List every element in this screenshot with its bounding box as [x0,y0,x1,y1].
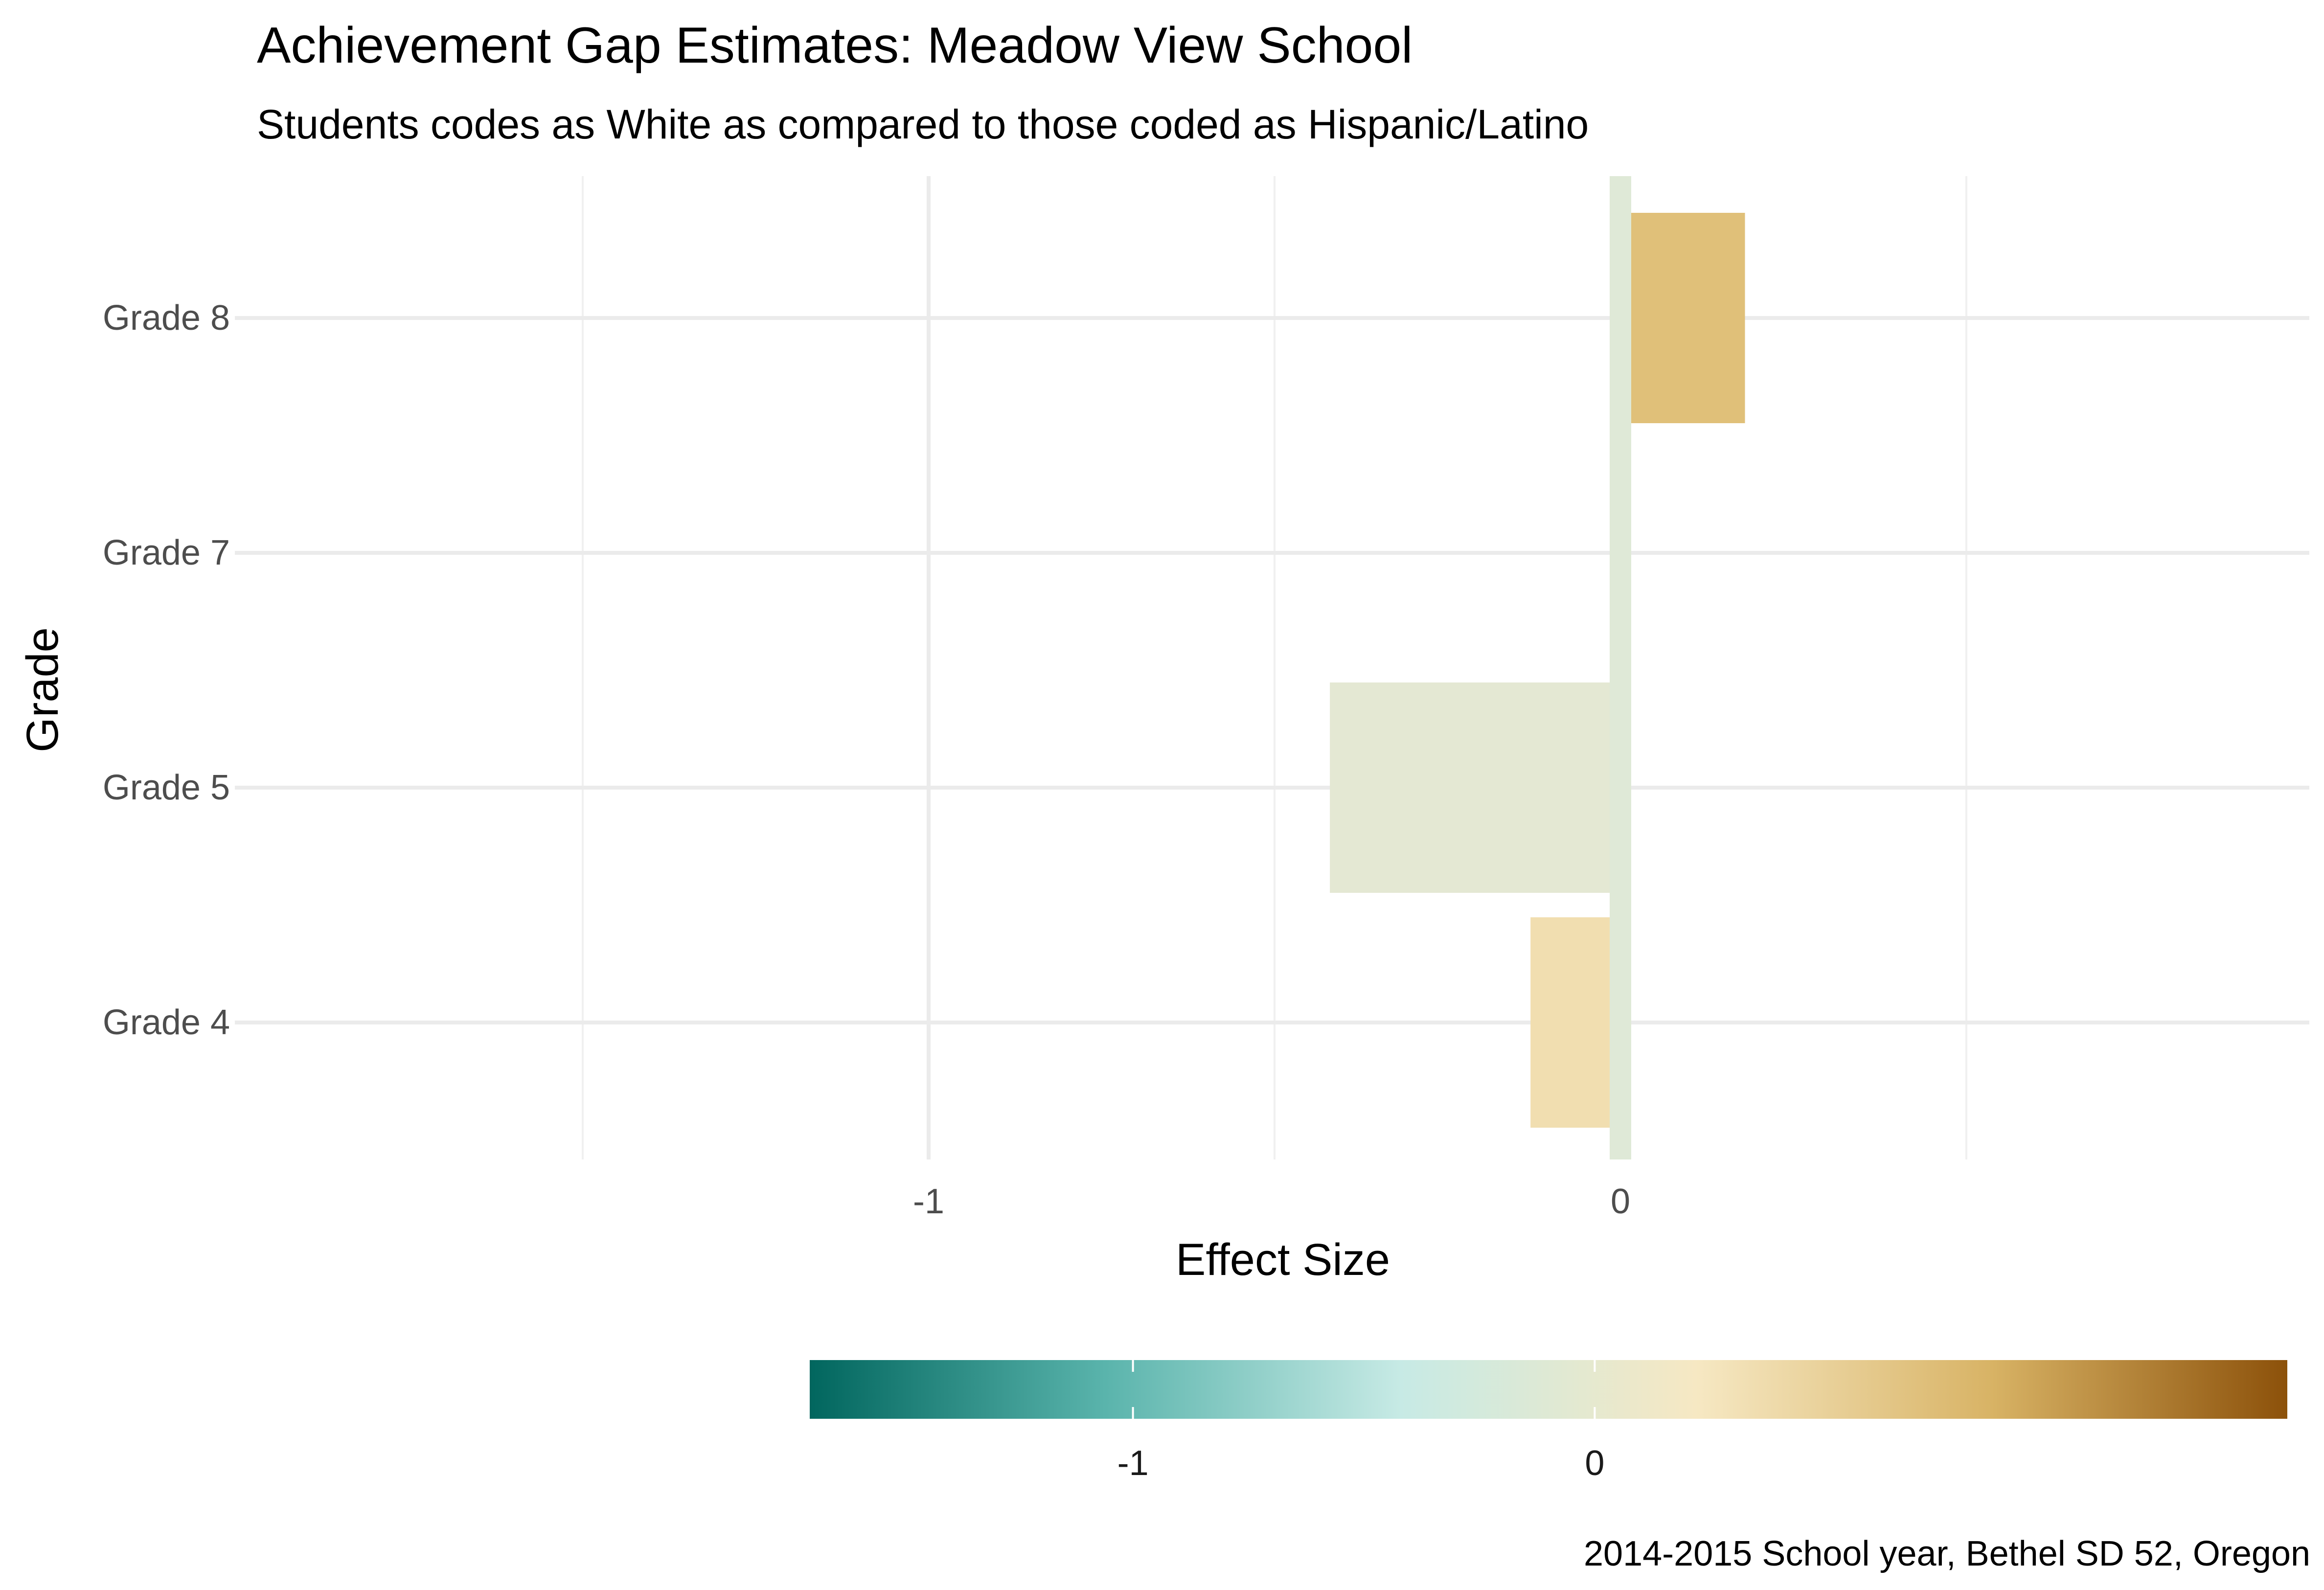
gridlines [235,176,2309,1159]
y-tick-label: Grade 8 [103,298,230,338]
colorbar-ticks: -1 0 [1117,1360,1604,1483]
x-axis: -1 0 [913,1182,1630,1221]
bars [1330,213,1745,1128]
chart-subtitle: Students codes as White as compared to t… [257,101,1589,147]
y-axis-title: Grade [18,627,68,752]
x-tick-label: 0 [1611,1182,1630,1221]
chart-title: Achievement Gap Estimates: Meadow View S… [257,17,1413,74]
y-tick-label: Grade 5 [103,768,230,807]
bar [1631,213,1745,423]
plot-panel [235,176,2309,1159]
x-tick-label: -1 [913,1182,944,1221]
colorbar-legend: -1 0 [810,1360,2287,1483]
colorbar-tick-label: -1 [1117,1444,1149,1483]
y-tick-label: Grade 7 [103,533,230,572]
zero-line [1610,176,1631,1159]
y-tick-label: Grade 4 [103,1003,230,1042]
bar [1530,917,1610,1128]
y-axis: Grade 4 Grade 5 Grade 7 Grade 8 [103,298,230,1042]
bar [1330,682,1610,893]
x-axis-title: Effect Size [1176,1235,1390,1285]
chart-caption: 2014-2015 School year, Bethel SD 52, Ore… [1584,1534,2310,1573]
colorbar-tick-label: 0 [1585,1444,1604,1483]
reference-line [1610,176,1631,1159]
colorbar [810,1360,2287,1419]
